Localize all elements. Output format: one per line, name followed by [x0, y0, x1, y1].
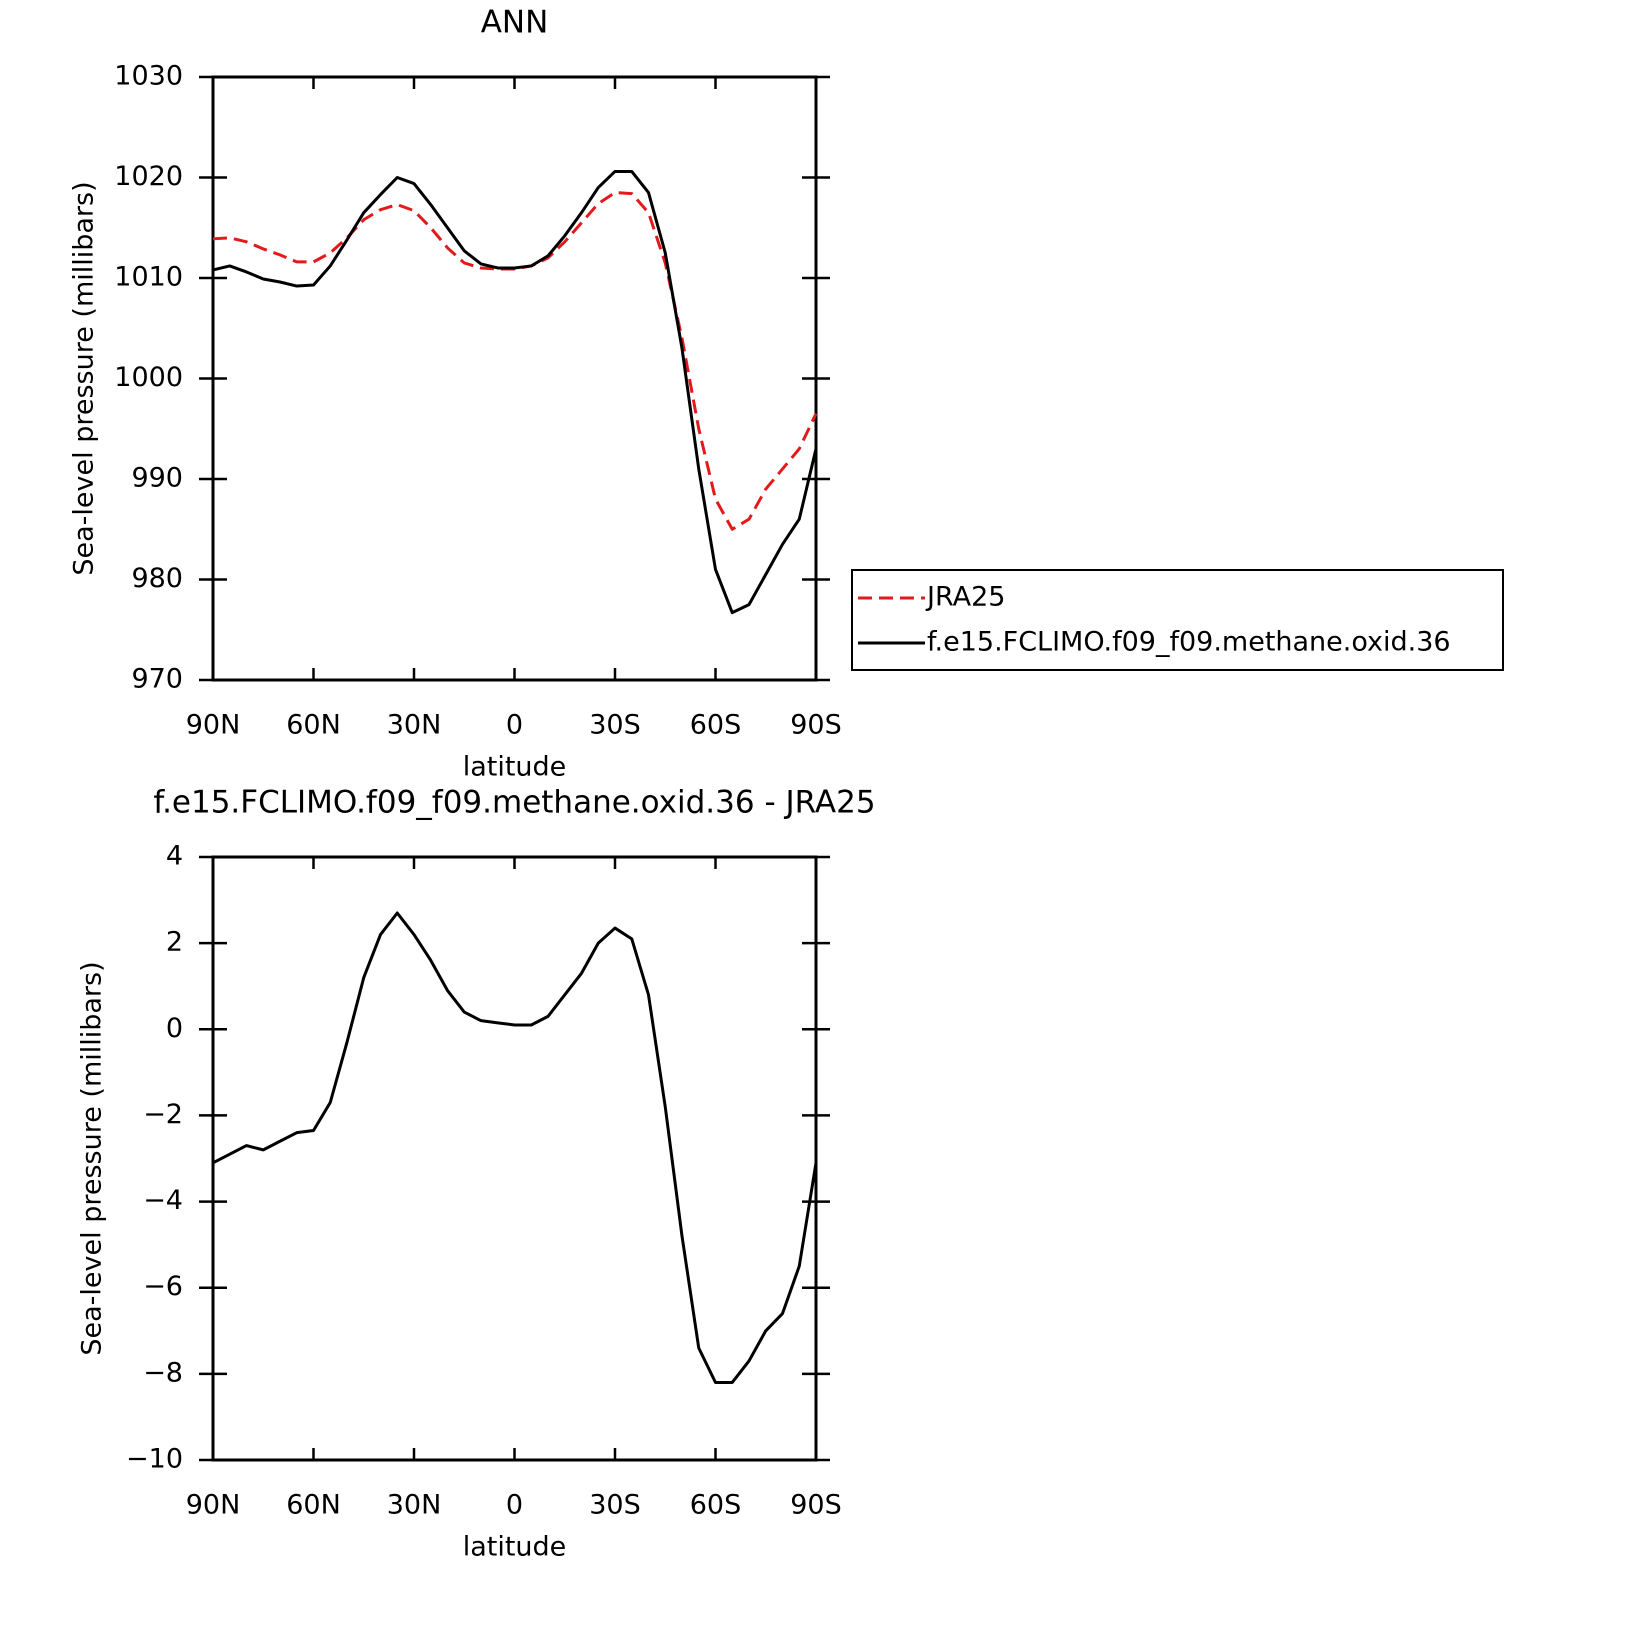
y-tick-label: −2 [143, 1099, 183, 1130]
y-tick-label: 1030 [114, 61, 183, 92]
y-tick-label: 1010 [114, 262, 183, 293]
x-axis-label: latitude [463, 752, 567, 783]
y-tick-label: 980 [131, 563, 183, 594]
chart-title: f.e15.FCLIMO.f09_f09.methane.oxid.36 - J… [153, 785, 875, 821]
x-tick-label: 60S [690, 710, 742, 741]
y-tick-label: 4 [166, 841, 183, 872]
y-tick-label: 970 [131, 664, 183, 695]
x-tick-label: 30N [387, 710, 442, 741]
data-line [212, 191, 818, 531]
y-tick-label: 990 [131, 463, 183, 494]
x-tick-label: 30N [387, 1490, 442, 1521]
legend-box [851, 569, 1504, 671]
x-tick-label: 0 [506, 710, 523, 741]
x-tick-label: 60N [286, 710, 341, 741]
x-tick-label: 90S [790, 1490, 842, 1521]
x-tick-label: 90N [186, 1490, 241, 1521]
y-tick-label: −6 [143, 1271, 183, 1302]
x-tick-label: 30S [589, 1490, 641, 1521]
x-axis-label: latitude [463, 1532, 567, 1563]
data-line [212, 169, 818, 615]
x-tick-label: 90N [186, 710, 241, 741]
data-line [212, 911, 818, 1384]
y-tick-label: 1020 [114, 161, 183, 192]
legend-label: JRA25 [925, 582, 1005, 613]
plot-frame [211, 75, 818, 682]
y-tick-label: −8 [143, 1357, 183, 1388]
y-tick-label: −10 [126, 1444, 183, 1475]
x-tick-label: 0 [506, 1490, 523, 1521]
y-tick-label: 1000 [114, 362, 183, 393]
x-tick-label: 60S [690, 1490, 742, 1521]
y-tick-label: 2 [166, 927, 183, 958]
y-tick-label: −4 [143, 1185, 183, 1216]
x-tick-label: 60N [286, 1490, 341, 1521]
legend-label: f.e15.FCLIMO.f09_f09.methane.oxid.36 [927, 627, 1451, 658]
y-axis-label: Sea-level pressure (millibars) [69, 181, 100, 575]
chart-title: ANN [481, 5, 549, 41]
plot-frame [211, 855, 818, 1462]
y-axis-label: Sea-level pressure (millibars) [77, 961, 108, 1355]
x-tick-label: 90S [790, 710, 842, 741]
x-tick-label: 30S [589, 710, 641, 741]
y-tick-label: 0 [166, 1013, 183, 1044]
